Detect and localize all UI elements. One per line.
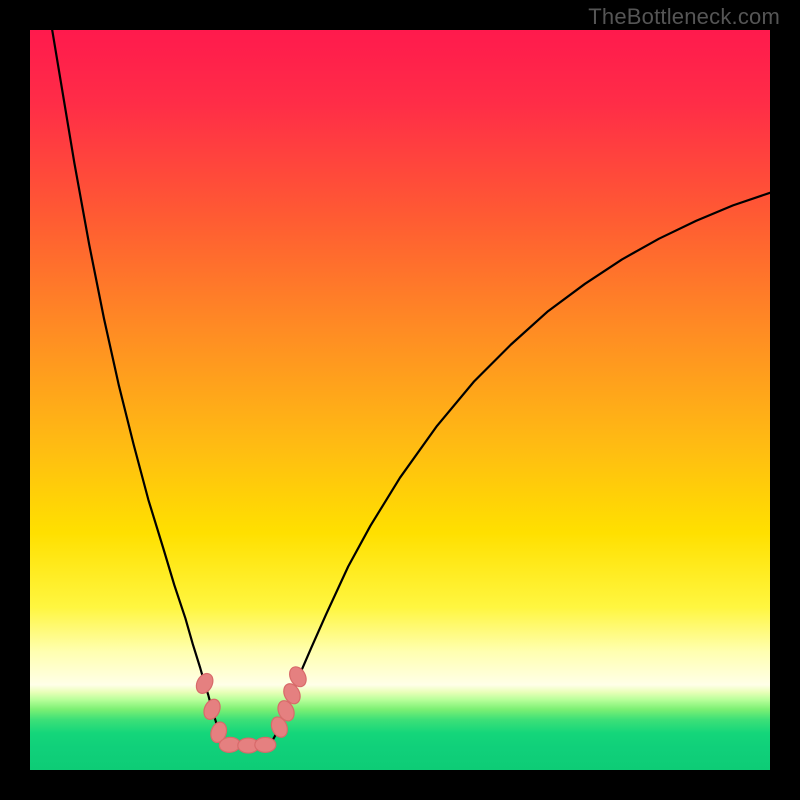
marker-point bbox=[255, 737, 276, 752]
chart-plot-background bbox=[30, 30, 770, 770]
chart-container: TheBottleneck.com bbox=[0, 0, 800, 800]
watermark-text: TheBottleneck.com bbox=[588, 4, 780, 30]
bottleneck-chart bbox=[0, 0, 800, 800]
